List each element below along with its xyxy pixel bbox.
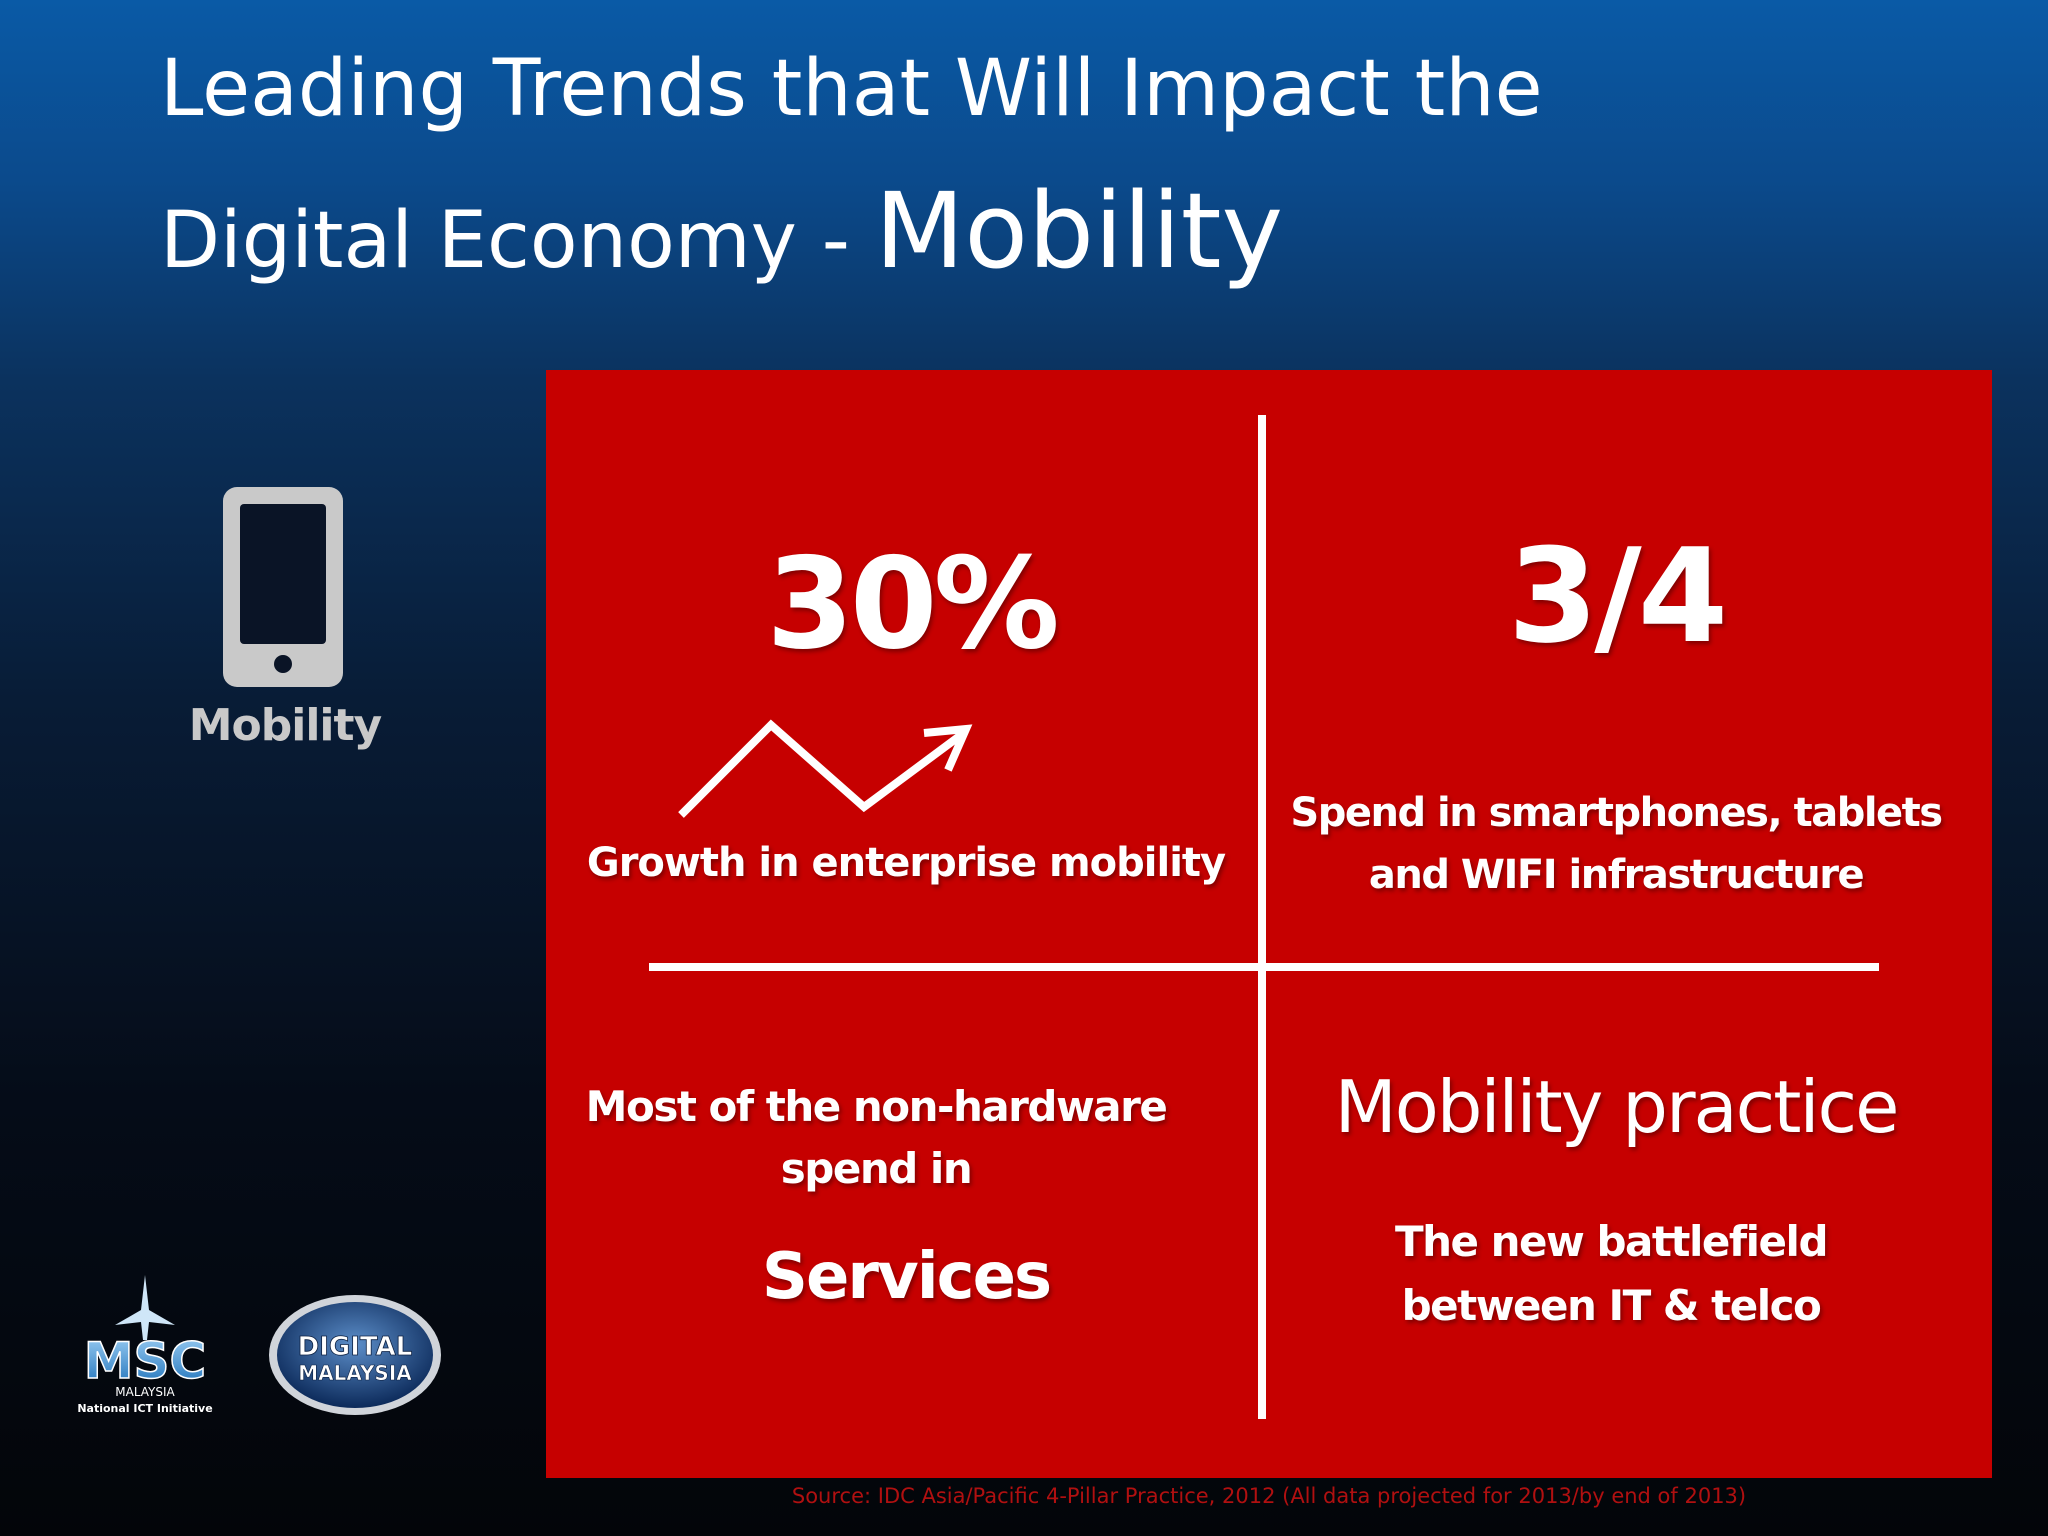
battlefield-line-1: The new battlefield bbox=[1394, 1217, 1829, 1266]
vertical-divider bbox=[1258, 415, 1266, 1419]
smartphone-icon bbox=[223, 487, 343, 687]
spend-caption-line-1: Spend in smartphones, tablets bbox=[1290, 790, 1943, 836]
horizontal-divider bbox=[649, 963, 1879, 971]
svg-text:MALAYSIA: MALAYSIA bbox=[115, 1385, 175, 1399]
mobility-practice-heading: Mobility practice bbox=[1334, 1065, 1900, 1149]
spend-stat: 3/4 bbox=[1507, 520, 1728, 672]
services-emphasis: Services bbox=[761, 1240, 1052, 1314]
title-emphasis: Mobility bbox=[874, 170, 1284, 292]
growth-stat: 30% bbox=[766, 530, 1060, 677]
msc-malaysia-logo: MSC MALAYSIA National ICT Initiative bbox=[77, 1275, 213, 1415]
slide-title: Leading Trends that Will Impact the Digi… bbox=[160, 18, 1860, 312]
title-line-1: Leading Trends that Will Impact the bbox=[160, 44, 1543, 134]
title-line-2-prefix: Digital Economy - bbox=[160, 196, 875, 286]
stats-panel: 30% Growth in enterprise mobility 3/4 Sp… bbox=[546, 370, 1992, 1478]
trend-up-arrow-icon bbox=[678, 719, 973, 818]
nonhardware-text: Most of the non-hardware spend in bbox=[566, 1076, 1186, 1200]
spend-caption-line-2: and WIFI infrastructure bbox=[1368, 852, 1865, 898]
source-note: Source: IDC Asia/Pacific 4-Pillar Practi… bbox=[791, 1484, 1747, 1508]
nonhardware-line-2: spend in bbox=[780, 1144, 973, 1193]
svg-text:DIGITAL: DIGITAL bbox=[298, 1332, 413, 1362]
battlefield-line-2: between IT & telco bbox=[1401, 1281, 1822, 1330]
battlefield-text: The new battlefield between IT & telco bbox=[1336, 1210, 1886, 1338]
svg-text:MSC: MSC bbox=[84, 1332, 206, 1390]
sidebar-label: Mobility bbox=[188, 700, 382, 751]
nonhardware-line-1: Most of the non-hardware bbox=[585, 1082, 1168, 1131]
title-line-2: Digital Economy - Mobility bbox=[160, 160, 1860, 312]
spend-caption: Spend in smartphones, tablets and WIFI i… bbox=[1286, 782, 1946, 906]
digital-malaysia-logo: DIGITAL MALAYSIA bbox=[269, 1295, 441, 1415]
svg-text:MALAYSIA: MALAYSIA bbox=[298, 1361, 412, 1385]
growth-caption: Growth in enterprise mobility bbox=[586, 840, 1226, 886]
svg-text:National ICT Initiative: National ICT Initiative bbox=[77, 1402, 212, 1415]
